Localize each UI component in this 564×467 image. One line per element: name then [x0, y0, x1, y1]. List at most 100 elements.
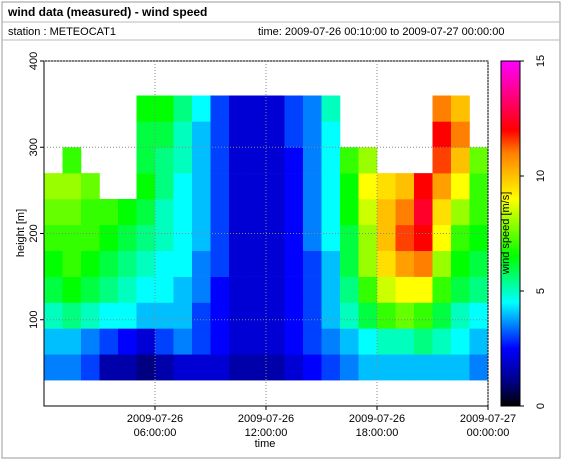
heat-cell — [377, 199, 396, 226]
x-tick-label: 2009-07-26 — [349, 413, 405, 425]
heat-cell — [247, 224, 267, 252]
heat-cell — [321, 173, 341, 200]
heat-cell — [229, 354, 248, 381]
heat-cell — [469, 302, 489, 329]
heat-cell — [303, 173, 322, 200]
heat-cell — [118, 224, 137, 252]
heat-cell — [432, 328, 452, 355]
heat-cell — [266, 276, 285, 303]
heat-cell — [266, 147, 285, 174]
heat-cell — [284, 302, 304, 329]
heat-cell — [451, 354, 470, 381]
heat-cell — [340, 199, 359, 226]
heat-cell — [173, 302, 193, 329]
heat-cell — [81, 302, 100, 329]
heat-cell — [432, 302, 452, 329]
heat-cell — [81, 250, 100, 277]
heat-cell — [321, 95, 341, 122]
heat-cell — [321, 328, 341, 355]
heat-cell — [44, 250, 63, 277]
heat-cell — [432, 199, 452, 226]
x-tick-label: 2009-07-26 — [238, 413, 294, 425]
heat-cell — [155, 224, 174, 252]
heat-cell — [192, 250, 211, 277]
heat-cell — [266, 302, 285, 329]
heat-cell — [303, 250, 322, 277]
colorbar-tick-label: 15 — [535, 55, 547, 67]
heat-cell — [210, 199, 230, 226]
heat-cell — [210, 302, 230, 329]
y-tick-label: 200 — [28, 224, 40, 242]
heat-cell — [44, 173, 63, 200]
heat-cell — [210, 250, 230, 277]
heat-cell — [303, 302, 322, 329]
heat-cell — [432, 276, 452, 303]
heat-cell — [303, 121, 322, 148]
heat-cell — [229, 250, 248, 277]
heat-cell — [155, 328, 174, 355]
heat-cell — [414, 302, 433, 329]
heat-cell — [229, 121, 248, 148]
y-tick-label: 400 — [28, 52, 40, 70]
heat-cell — [395, 302, 415, 329]
heat-cell — [432, 250, 452, 277]
heat-cell — [99, 276, 119, 303]
heat-cell — [81, 224, 100, 252]
heat-cell — [247, 147, 267, 174]
heat-cell — [284, 147, 304, 174]
heat-cell — [155, 250, 174, 277]
heat-cell — [62, 173, 82, 200]
heat-cell — [469, 354, 489, 381]
heat-cell — [210, 224, 230, 252]
colorbar-tick-label: 0 — [535, 403, 547, 409]
heat-cell — [118, 250, 137, 277]
heat-cell — [414, 173, 433, 200]
heat-cell — [451, 121, 470, 148]
heat-cell — [377, 276, 396, 303]
heat-cell — [136, 250, 156, 277]
heat-cell — [192, 224, 211, 252]
heat-cell — [266, 224, 285, 252]
heat-cell — [284, 173, 304, 200]
heat-cell — [247, 173, 267, 200]
heat-cell — [266, 328, 285, 355]
heat-cell — [229, 199, 248, 226]
heat-cell — [99, 199, 119, 226]
heat-cell — [358, 302, 378, 329]
heat-cell — [192, 354, 211, 381]
heat-cell — [395, 328, 415, 355]
heat-cell — [358, 199, 378, 226]
heat-cell — [266, 173, 285, 200]
heat-cell — [303, 354, 322, 381]
heat-cell — [81, 199, 100, 226]
heat-cell — [62, 276, 82, 303]
heat-cell — [118, 328, 137, 355]
x-tick-label: 06:00:00 — [134, 427, 177, 439]
heat-cell — [62, 302, 82, 329]
heat-cell — [118, 199, 137, 226]
heat-cell — [155, 173, 174, 200]
heat-cell — [192, 199, 211, 226]
time-range: time: 2009-07-26 00:10:00 to 2009-07-27 … — [258, 26, 504, 38]
heat-cell — [173, 224, 193, 252]
heat-cell — [432, 121, 452, 148]
heat-cell — [99, 328, 119, 355]
x-tick-label: 00:00:00 — [467, 427, 510, 439]
page-title: wind data (measured) - wind speed — [7, 5, 207, 19]
heat-cell — [432, 224, 452, 252]
heat-cell — [173, 173, 193, 200]
heat-cell — [340, 302, 359, 329]
heat-cell — [340, 147, 359, 174]
heat-cell — [321, 354, 341, 381]
x-tick-label: 18:00:00 — [356, 427, 399, 439]
heat-cell — [173, 328, 193, 355]
heat-cell — [340, 250, 359, 277]
heat-cell — [469, 250, 489, 277]
heat-cell — [136, 173, 156, 200]
x-tick-label: 12:00:00 — [245, 427, 288, 439]
y-tick-label: 100 — [28, 311, 40, 329]
heat-cell — [358, 147, 378, 174]
heat-cell — [44, 302, 63, 329]
heat-cell — [62, 328, 82, 355]
heat-cell — [192, 173, 211, 200]
